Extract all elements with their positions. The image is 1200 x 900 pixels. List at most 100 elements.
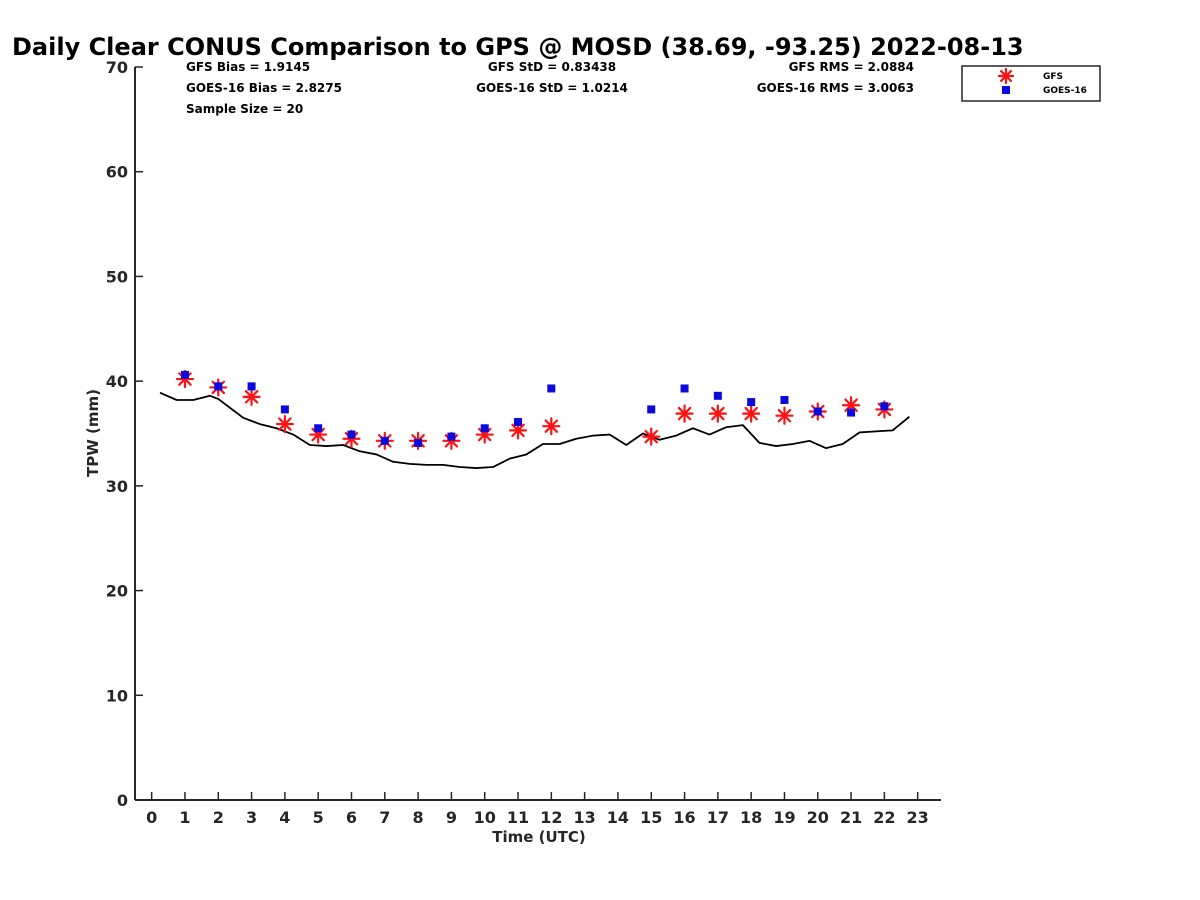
point-gfs [642,427,661,446]
point-goes16 [247,382,256,391]
point-goes16 [680,384,689,393]
point-goes16 [847,408,856,417]
asterisk-strokes [175,369,195,389]
y-tick-label: 50 [106,267,128,286]
stat-text: GFS RMS = 2.0884 [789,60,914,74]
point-gfs [542,417,561,436]
point-goes16 [480,424,489,433]
y-tick-label: 30 [106,477,128,496]
x-tick-label: 8 [413,808,424,827]
x-tick-label: 15 [640,808,662,827]
x-tick-label: 12 [540,808,562,827]
x-tick-label: 22 [873,808,895,827]
point-gfs [742,404,761,423]
asterisk-strokes [309,425,328,444]
asterisk-strokes [275,414,294,434]
x-tick-label: 9 [446,808,457,827]
y-tick-label: 20 [106,582,128,601]
plot-area [159,369,910,469]
legend-label: GFS [1043,72,1063,82]
y-tick-label: 40 [106,372,128,391]
asterisk-strokes [342,429,361,448]
x-tick-label: 4 [279,808,290,827]
asterisk-strokes [475,425,494,444]
point-goes16 [347,430,356,439]
stat-text: GFS StD = 0.83438 [488,60,616,74]
stat-text: GOES-16 StD = 1.0214 [476,81,628,95]
x-tick-label: 19 [773,808,795,827]
asterisk-strokes [542,417,561,436]
y-axis-label: TPW (mm) [84,389,102,477]
point-goes16 [180,370,189,379]
y-tick-label: 10 [106,686,128,705]
chart-title: Daily Clear CONUS Comparison to GPS @ MO… [12,33,1024,61]
point-gfs [775,406,794,425]
asterisk-strokes [508,421,528,440]
point-goes16 [280,405,289,414]
x-tick-label: 0 [146,808,157,827]
x-tick-label: 7 [379,808,390,827]
y-tick-label: 70 [106,58,128,77]
point-goes16 [747,398,756,407]
x-tick-label: 17 [707,808,729,827]
point-goes16 [380,436,389,445]
asterisk-strokes [841,396,861,415]
x-tick-label: 6 [346,808,357,827]
y-tick-label: 60 [106,163,128,182]
stat-text: GOES-16 Bias = 2.8275 [186,81,342,95]
asterisk-strokes [708,404,727,423]
x-tick-label: 13 [573,808,595,827]
x-tick-label: 18 [740,808,762,827]
x-tick-label: 5 [313,808,324,827]
point-gfs [675,404,694,423]
legend-label: GOES-16 [1043,86,1087,96]
x-tick-label: 16 [673,808,695,827]
asterisk-strokes [675,404,694,423]
point-gfs [309,425,328,444]
x-tick-label: 2 [213,808,224,827]
point-goes16 [447,432,456,441]
series-line-gps [159,391,910,469]
point-gfs [708,404,727,423]
point-gfs [242,387,261,406]
legend: GFS GOES-16 [961,65,1101,102]
x-tick-label: 3 [246,808,257,827]
asterisk-strokes [775,406,794,425]
point-gfs [275,414,294,434]
point-gfs [508,421,528,440]
legend-marker-goes16 [1002,86,1010,94]
point-goes16 [547,384,556,393]
x-tick-label: 23 [907,808,929,827]
point-goes16 [813,407,822,416]
x-tick-label: 20 [807,808,829,827]
point-goes16 [314,424,323,433]
x-tick-label: 1 [179,808,190,827]
point-goes16 [214,382,223,391]
x-tick-label: 14 [607,808,629,827]
point-goes16 [414,438,423,447]
stat-text: Sample Size = 20 [186,102,303,116]
stats-block: GFS Bias = 1.9145 GFS StD = 0.83438 GFS RM… [186,60,914,116]
stat-text: GFS Bias = 1.9145 [186,60,310,74]
x-tick-label: 21 [840,808,862,827]
point-gfs [175,369,195,389]
legend-marker-gfs [997,67,1015,85]
point-goes16 [647,405,656,414]
point-gfs [475,425,494,444]
asterisk-strokes [642,427,661,446]
point-goes16 [880,402,889,411]
point-goes16 [713,391,722,400]
legend-box [961,65,1101,102]
point-goes16 [514,417,523,426]
point-gfs [342,429,361,448]
asterisk-strokes [242,387,261,406]
x-tick-label: 11 [507,808,529,827]
asterisk-strokes [442,431,461,450]
x-tick-label: 10 [474,808,496,827]
x-axis-label: Time (UTC) [492,828,586,846]
asterisk-strokes [742,404,761,423]
asterisk-strokes [997,67,1015,85]
